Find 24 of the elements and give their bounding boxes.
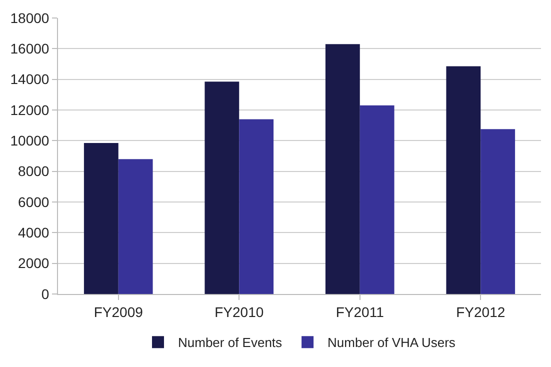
y-tick-label: 4000 [18, 224, 50, 241]
x-tick-label: FY2011 [336, 304, 384, 320]
y-tick-label: 6000 [18, 194, 50, 210]
bar [239, 119, 274, 294]
y-tick-label: 18000 [10, 10, 50, 26]
y-tick-label: 2000 [18, 255, 50, 272]
bar [360, 105, 394, 294]
y-tick-label: 12000 [10, 102, 50, 118]
y-tick-label: 8000 [18, 163, 50, 180]
x-tick-label: FY2009 [94, 304, 144, 320]
legend-label: Number of Events [178, 335, 283, 350]
y-tick-label: 14000 [10, 71, 50, 88]
bar [84, 142, 118, 294]
bar [118, 159, 153, 294]
bar [204, 82, 240, 294]
bar [480, 129, 516, 294]
bar [325, 44, 360, 294]
y-tick-label: 10000 [10, 132, 50, 149]
x-tick-label: FY2012 [456, 304, 506, 320]
legend-label: Number of VHA Users [328, 335, 456, 350]
y-tick-label: 0 [41, 286, 50, 302]
x-tick-label: FY2010 [214, 304, 264, 320]
bar [446, 66, 481, 294]
y-tick-label: 16000 [10, 40, 50, 57]
